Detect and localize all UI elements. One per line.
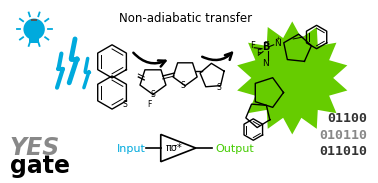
- Text: N: N: [263, 59, 269, 68]
- Text: F: F: [250, 41, 255, 50]
- Text: Output: Output: [215, 144, 254, 154]
- Text: 010110: 010110: [319, 129, 367, 142]
- Text: B: B: [262, 42, 270, 52]
- Circle shape: [23, 18, 45, 40]
- Text: 01100: 01100: [327, 112, 367, 125]
- Text: Non-adiabatic transfer: Non-adiabatic transfer: [119, 12, 252, 25]
- Text: 011010: 011010: [319, 145, 367, 158]
- Text: S: S: [181, 81, 186, 90]
- Text: Input: Input: [117, 144, 146, 154]
- Text: πσ*: πσ*: [166, 143, 183, 153]
- FancyBboxPatch shape: [29, 38, 39, 43]
- Text: YES: YES: [10, 136, 60, 160]
- Text: F: F: [147, 100, 151, 109]
- Text: S: S: [150, 90, 155, 99]
- Text: S: S: [122, 100, 127, 109]
- Text: −: −: [263, 39, 269, 45]
- FancyBboxPatch shape: [31, 18, 37, 21]
- Polygon shape: [237, 21, 347, 135]
- Text: +: +: [275, 36, 280, 42]
- Text: S: S: [217, 83, 222, 92]
- Text: N: N: [274, 39, 281, 48]
- Text: gate: gate: [10, 154, 70, 178]
- Text: F: F: [256, 49, 260, 58]
